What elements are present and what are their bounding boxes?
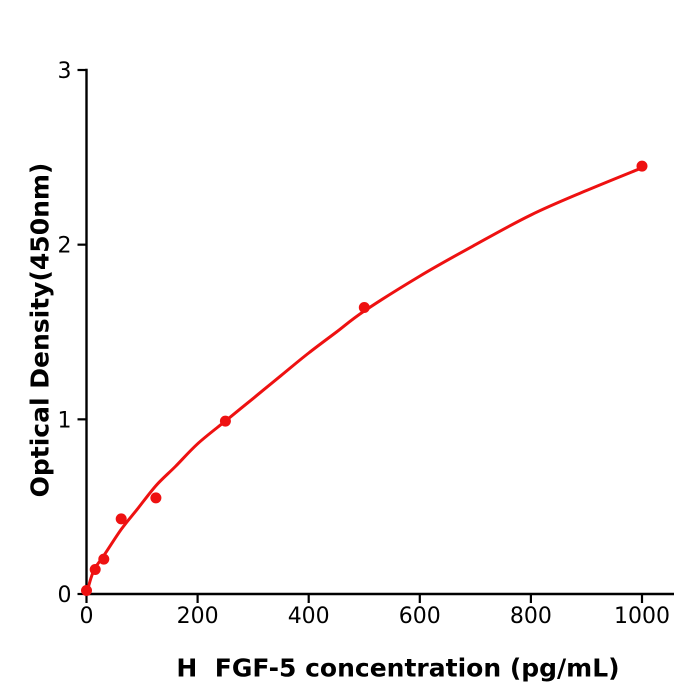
data-point (358, 302, 370, 313)
data-point (636, 160, 648, 172)
x-tick-label: 400 (288, 604, 330, 629)
data-point (98, 553, 110, 565)
y-axis-label: Optical Density(450nm) (25, 162, 55, 498)
data-point (219, 415, 231, 427)
data-point (115, 513, 127, 525)
x-tick-label: 800 (510, 604, 552, 629)
x-tick-label: 0 (80, 604, 94, 629)
x-tick-label: 600 (399, 604, 441, 629)
fit-curve-line (85, 166, 644, 596)
x-axis-label: H FGF-5 concentration (pg/mL) (176, 653, 620, 683)
y-tick-label: 2 (58, 234, 72, 259)
y-tick-label: 0 (58, 583, 72, 608)
y-tick-label: 1 (58, 408, 72, 433)
data-point (81, 585, 92, 596)
y-tick-label: 3 (58, 59, 72, 84)
data-point (150, 492, 162, 504)
x-tick-label: 200 (177, 604, 219, 629)
data-point (89, 564, 101, 575)
x-tick-label: 1000 (614, 604, 670, 629)
